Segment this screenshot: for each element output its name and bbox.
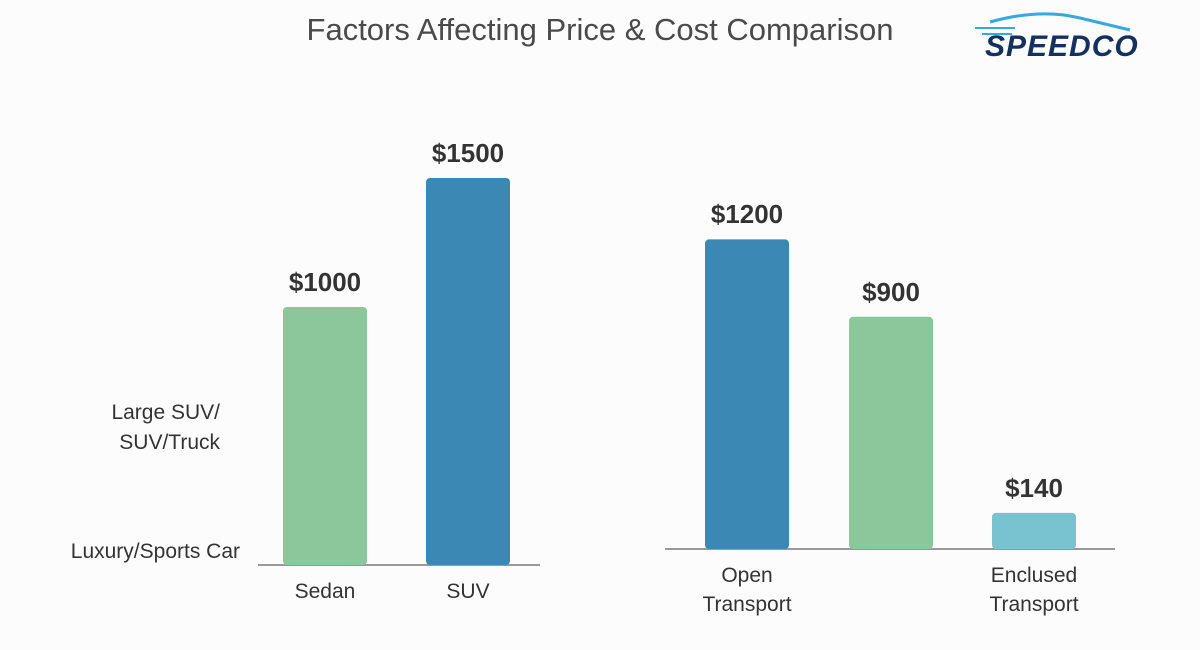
value-label: $140: [1005, 472, 1063, 503]
x-tick-label: Sedan: [294, 580, 356, 603]
x-tick-label: Open Transport: [702, 564, 792, 616]
value-label: $1000: [288, 267, 362, 297]
value-label: $900: [862, 276, 920, 307]
bar: [849, 316, 933, 549]
title: Factors Affecting Price & Cost Compariso…: [306, 12, 894, 47]
value-label: $1500: [431, 138, 505, 168]
bar: [426, 178, 510, 565]
x-tick-label: SUV: [446, 580, 490, 603]
logo: SPEEDCO: [985, 30, 1139, 63]
y-label: Luxury/Sports Car: [70, 540, 240, 563]
value-label: $1200: [710, 199, 784, 230]
logo-speedlines: [975, 27, 1015, 35]
bar: [992, 512, 1076, 549]
bar: [705, 239, 789, 549]
y-label: Large SUV/ SUV/Truck: [111, 401, 220, 454]
x-tick-label: Enclused Transport: [989, 564, 1079, 616]
bar: [283, 307, 367, 565]
logo-swoosh: [989, 12, 1131, 32]
